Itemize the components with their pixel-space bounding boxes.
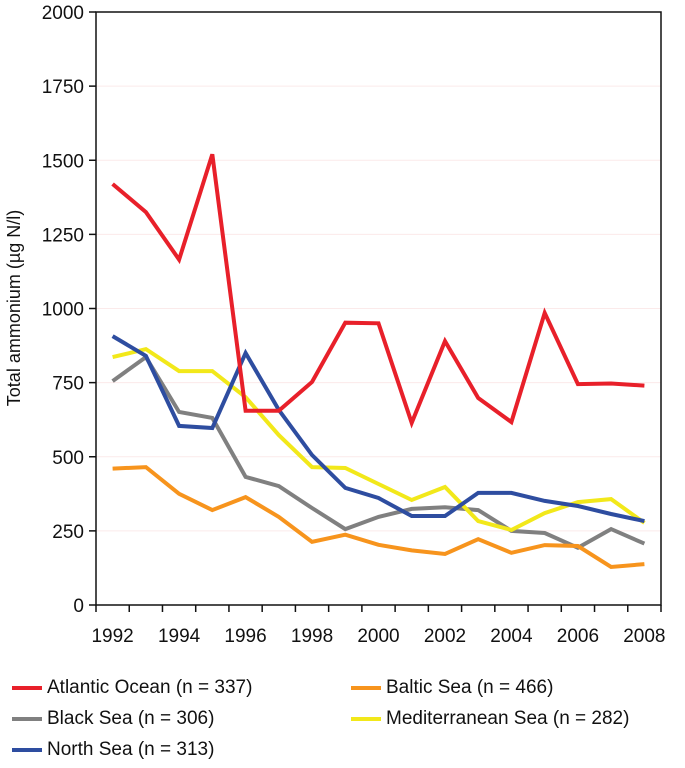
x-tick-label: 2008 [623, 626, 665, 647]
legend-swatch-baltic-sea [351, 686, 381, 690]
series-line-baltic-sea [112, 465, 645, 570]
legend-label: Black Sea (n = 306) [47, 708, 215, 729]
series-line-black-sea [111, 354, 646, 551]
series-line-north-sea [111, 334, 645, 524]
legend-item-mediterranean-sea: Mediterranean Sea (n = 282) [351, 704, 629, 734]
legend-swatch-black-sea [12, 717, 42, 721]
x-tick-label: 1994 [158, 626, 201, 647]
legend-item-atlantic-ocean: Atlantic Ocean (n = 337) [12, 673, 252, 703]
y-tick-label: 1500 [42, 151, 84, 172]
gridlines [96, 85, 661, 532]
series-line-atlantic-ocean [111, 153, 645, 429]
x-tick-label: 1992 [91, 626, 133, 647]
y-axis-title: Total ammonium (µg N/l) [4, 210, 24, 406]
legend-item-north-sea: North Sea (n = 313) [12, 735, 214, 765]
legend-swatch-atlantic-ocean [12, 686, 42, 690]
legend-swatch-mediterranean-sea [351, 717, 381, 721]
x-tick-label: 1996 [224, 626, 266, 647]
legend-swatch-north-sea [12, 748, 42, 752]
y-tick-label: 500 [52, 448, 84, 469]
x-tick-label: 2004 [490, 626, 533, 647]
y-axis: 0 250 500 750 1000 1250 1500 1750 2000 [42, 3, 96, 617]
x-tick-label: 2000 [357, 626, 399, 647]
x-tick-label: 2006 [557, 626, 599, 647]
legend-label: North Sea (n = 313) [47, 739, 215, 760]
legend-label: Atlantic Ocean (n = 337) [47, 677, 253, 698]
y-tick-label: 0 [73, 596, 84, 617]
series-line-mediterranean-sea [112, 346, 646, 533]
legend-label: Baltic Sea (n = 466) [386, 677, 554, 698]
y-tick-label: 250 [52, 522, 84, 543]
y-tick-label: 1250 [42, 225, 84, 246]
legend-label: Mediterranean Sea (n = 282) [386, 708, 630, 729]
legend-item-black-sea: Black Sea (n = 306) [12, 704, 214, 734]
legend-item-baltic-sea: Baltic Sea (n = 466) [351, 673, 553, 703]
series-lines [111, 153, 646, 570]
y-tick-label: 2000 [42, 3, 84, 24]
x-tick-label: 1998 [291, 626, 333, 647]
x-axis: 1992 1994 1996 1998 2000 2002 2004 2006 2008 [91, 605, 666, 647]
x-tick-label: 2002 [424, 626, 466, 647]
legend: Atlantic Ocean (n = 337) Baltic Sea (n =… [0, 670, 685, 768]
y-tick-label: 750 [52, 374, 84, 395]
y-tick-label: 1750 [42, 77, 84, 98]
y-tick-label: 1000 [42, 300, 84, 321]
